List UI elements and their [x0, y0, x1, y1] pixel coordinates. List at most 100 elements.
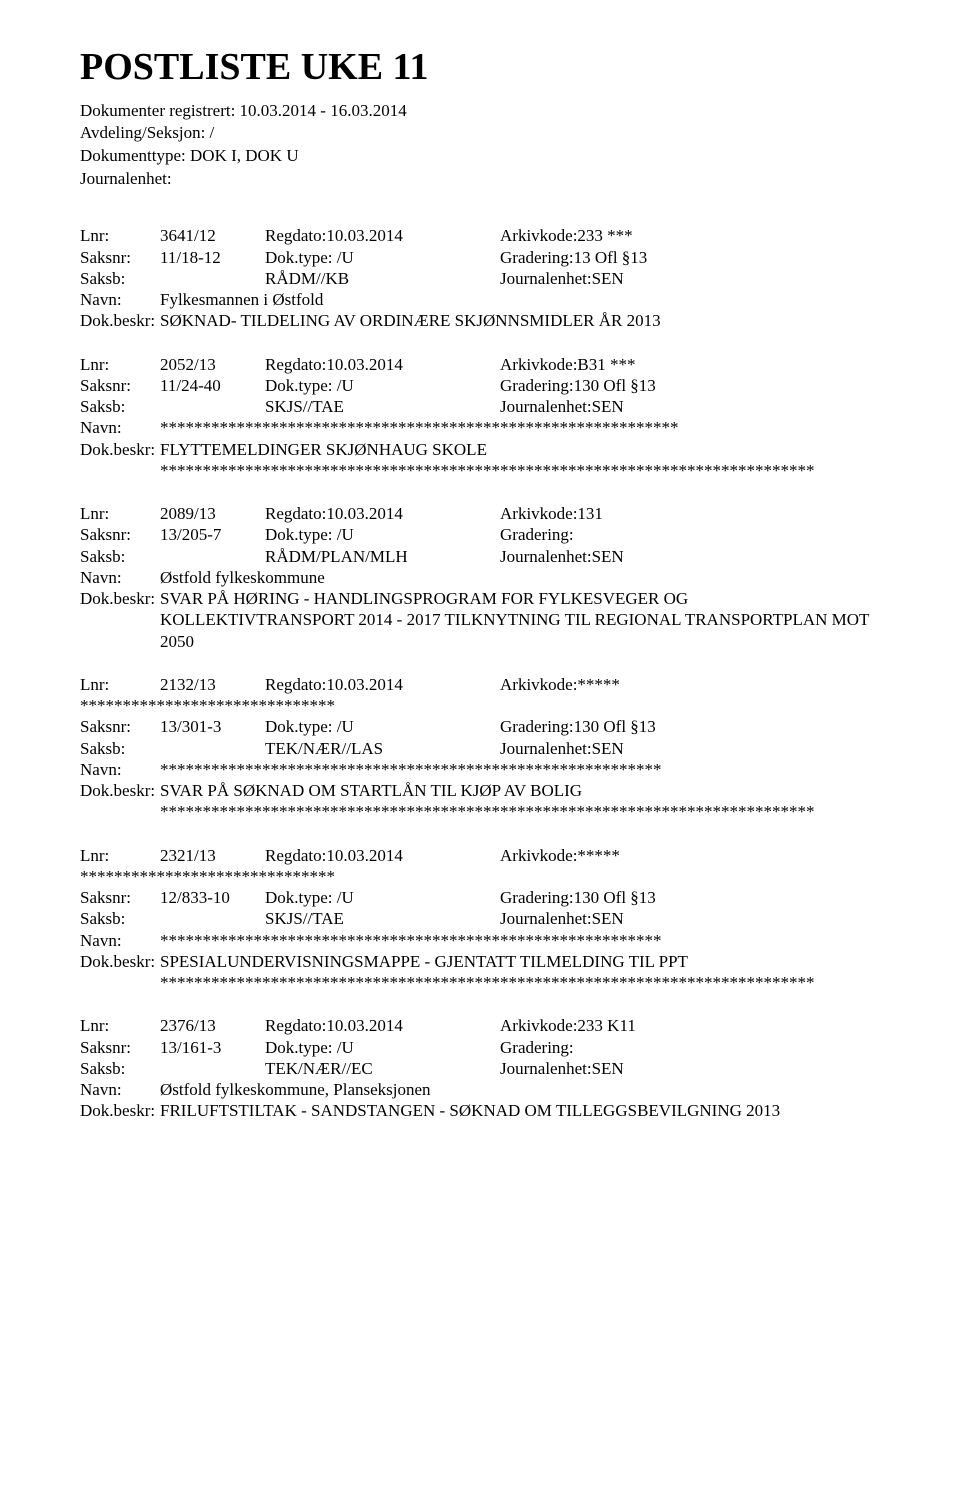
dokbeskr-row: Dok.beskr:FRILUFTSTILTAK - SANDSTANGEN -…: [80, 1100, 890, 1121]
trailing-stars: ****************************************…: [160, 972, 890, 993]
entries-list: Lnr:3641/12Regdato:10.03.2014Arkivkode:2…: [80, 225, 890, 1121]
dokbeskr-row: Dok.beskr:SØKNAD- TILDELING AV ORDINÆRE …: [80, 310, 890, 331]
journalenhet: Journalenhet:SEN: [500, 268, 890, 289]
dokbeskr-value: SPESIALUNDERVISNINGSMAPPE - GJENTATT TIL…: [160, 951, 886, 972]
lnr-label: Lnr:: [80, 354, 160, 375]
trailing-stars: ****************************************…: [160, 801, 890, 822]
navn-label: Navn:: [80, 417, 160, 438]
saksb-value: SKJS//TAE: [265, 908, 500, 929]
journalenhet: Journalenhet:SEN: [500, 546, 890, 567]
arkivkode: Arkivkode:233 ***: [500, 225, 890, 246]
entry: Lnr:2132/13Regdato:10.03.2014Arkivkode:*…: [80, 674, 890, 823]
lnr-label: Lnr:: [80, 674, 160, 695]
doktype: Dok.type: /U: [265, 375, 500, 396]
dokbeskr-row: Dok.beskr:SVAR PÅ SØKNAD OM STARTLÅN TIL…: [80, 780, 890, 801]
arkivkode: Arkivkode:B31 ***: [500, 354, 890, 375]
saksnr-label: Saksnr:: [80, 1037, 160, 1058]
saksb-blank: [160, 1058, 265, 1079]
journalenhet: Journalenhet:SEN: [500, 1058, 890, 1079]
navn-value: Fylkesmannen i Østfold: [160, 289, 890, 310]
saksnr-value: 12/833-10: [160, 887, 265, 908]
page-title: POSTLISTE UKE 11: [80, 44, 890, 92]
regdato: Regdato:10.03.2014: [265, 225, 500, 246]
lnr-label: Lnr:: [80, 845, 160, 866]
dokbeskr-label: Dok.beskr:: [80, 310, 160, 331]
subhead-line-avdeling: Avdeling/Seksjon: /: [80, 122, 890, 145]
saksb-blank: [160, 396, 265, 417]
saksnr-label: Saksnr:: [80, 716, 160, 737]
navn-label: Navn:: [80, 930, 160, 951]
saksb-label: Saksb:: [80, 396, 160, 417]
arkivkode: Arkivkode:*****: [500, 845, 890, 866]
gradering: Gradering:: [500, 524, 890, 545]
subhead-line-doktype: Dokumenttype: DOK I, DOK U: [80, 145, 890, 168]
saksnr-value: 13/161-3: [160, 1037, 265, 1058]
dokbeskr-value: FLYTTEMELDINGER SKJØNHAUG SKOLE: [160, 439, 886, 460]
page-subhead: Dokumenter registrert: 10.03.2014 - 16.0…: [80, 100, 890, 192]
gradering: Gradering:130 Ofl §13: [500, 375, 890, 396]
entry: Lnr:2376/13Regdato:10.03.2014Arkivkode:2…: [80, 1015, 890, 1121]
navn-value: ****************************************…: [160, 759, 890, 780]
subhead-line-registered: Dokumenter registrert: 10.03.2014 - 16.0…: [80, 100, 890, 123]
navn-value: Østfold fylkeskommune, Planseksjonen: [160, 1079, 890, 1100]
doktype: Dok.type: /U: [265, 887, 500, 908]
lnr-label: Lnr:: [80, 1015, 160, 1036]
journalenhet: Journalenhet:SEN: [500, 738, 890, 759]
saksb-label: Saksb:: [80, 1058, 160, 1079]
lnr-value: 2052/13: [160, 354, 265, 375]
lnr-value: 2132/13: [160, 674, 265, 695]
navn-label: Navn:: [80, 289, 160, 310]
regdato: Regdato:10.03.2014: [265, 354, 500, 375]
saksb-value: TEK/NÆR//LAS: [265, 738, 500, 759]
saksnr-value: 13/205-7: [160, 524, 265, 545]
saksb-value: RÅDM/PLAN/MLH: [265, 546, 500, 567]
saksb-value: RÅDM//KB: [265, 268, 500, 289]
arkiv-stars-line: ******************************: [80, 695, 890, 716]
saksb-blank: [160, 738, 265, 759]
saksnr-label: Saksnr:: [80, 524, 160, 545]
lnr-value: 3641/12: [160, 225, 265, 246]
dokbeskr-label: Dok.beskr:: [80, 1100, 160, 1121]
dokbeskr-label: Dok.beskr:: [80, 588, 160, 609]
navn-value: ****************************************…: [160, 930, 890, 951]
dokbeskr-value: SØKNAD- TILDELING AV ORDINÆRE SKJØNNSMID…: [160, 310, 886, 331]
dokbeskr-value: SVAR PÅ HØRING - HANDLINGSPROGRAM FOR FY…: [160, 588, 886, 652]
dokbeskr-label: Dok.beskr:: [80, 439, 160, 460]
gradering: Gradering:130 Ofl §13: [500, 887, 890, 908]
saksnr-value: 11/18-12: [160, 247, 265, 268]
regdato: Regdato:10.03.2014: [265, 503, 500, 524]
saksnr-label: Saksnr:: [80, 247, 160, 268]
gradering: Gradering:: [500, 1037, 890, 1058]
entry: Lnr:2052/13Regdato:10.03.2014Arkivkode:B…: [80, 354, 890, 482]
navn-label: Navn:: [80, 759, 160, 780]
regdato: Regdato:10.03.2014: [265, 845, 500, 866]
saksnr-label: Saksnr:: [80, 887, 160, 908]
saksnr-label: Saksnr:: [80, 375, 160, 396]
dokbeskr-row: Dok.beskr:SVAR PÅ HØRING - HANDLINGSPROG…: [80, 588, 890, 652]
doktype: Dok.type: /U: [265, 1037, 500, 1058]
journalenhet: Journalenhet:SEN: [500, 396, 890, 417]
saksnr-value: 11/24-40: [160, 375, 265, 396]
lnr-value: 2089/13: [160, 503, 265, 524]
trailing-stars: ****************************************…: [160, 460, 890, 481]
dokbeskr-value: SVAR PÅ SØKNAD OM STARTLÅN TIL KJØP AV B…: [160, 780, 886, 801]
arkivkode: Arkivkode:233 K11: [500, 1015, 890, 1036]
saksb-label: Saksb:: [80, 268, 160, 289]
entry: Lnr:3641/12Regdato:10.03.2014Arkivkode:2…: [80, 225, 890, 331]
saksb-blank: [160, 546, 265, 567]
doktype: Dok.type: /U: [265, 716, 500, 737]
dokbeskr-row: Dok.beskr:FLYTTEMELDINGER SKJØNHAUG SKOL…: [80, 439, 890, 460]
saksb-label: Saksb:: [80, 738, 160, 759]
dokbeskr-value: FRILUFTSTILTAK - SANDSTANGEN - SØKNAD OM…: [160, 1100, 886, 1121]
entry: Lnr:2321/13Regdato:10.03.2014Arkivkode:*…: [80, 845, 890, 994]
lnr-value: 2321/13: [160, 845, 265, 866]
regdato: Regdato:10.03.2014: [265, 674, 500, 695]
navn-value: Østfold fylkeskommune: [160, 567, 890, 588]
saksb-blank: [160, 908, 265, 929]
saksnr-value: 13/301-3: [160, 716, 265, 737]
doktype: Dok.type: /U: [265, 524, 500, 545]
gradering: Gradering:130 Ofl §13: [500, 716, 890, 737]
arkivkode: Arkivkode:131: [500, 503, 890, 524]
arkivkode: Arkivkode:*****: [500, 674, 890, 695]
saksb-label: Saksb:: [80, 908, 160, 929]
